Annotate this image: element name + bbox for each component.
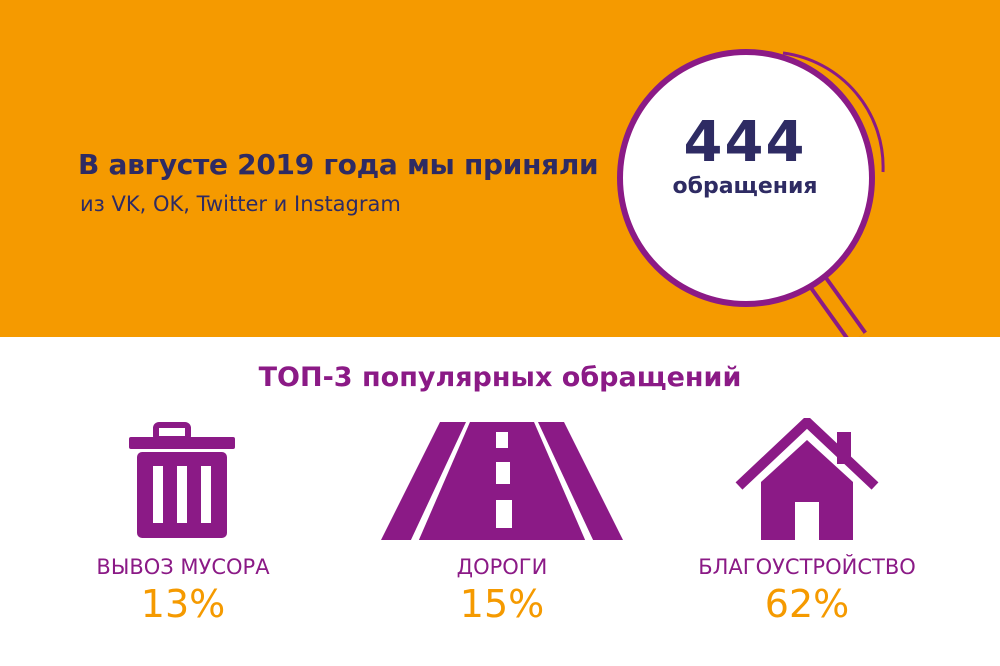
trash-can-icon (129, 422, 235, 538)
category-percent: 62% (764, 582, 850, 626)
category-roads: ДОРОГИ 15% (362, 418, 642, 626)
headline-subtitle: из VK, OK, Twitter и Instagram (80, 192, 401, 216)
road-icon (381, 422, 623, 540)
request-count: 444 (683, 110, 807, 175)
category-label: ВЫВОЗ МУСОРА (96, 555, 270, 579)
category-garbage: ВЫВОЗ МУСОРА 13% (43, 418, 323, 626)
request-count-label: обращения (672, 174, 818, 199)
category-label: БЛАГОУСТРОЙСТВО (698, 555, 916, 579)
headline-title: В августе 2019 года мы приняли (78, 148, 599, 181)
house-icon (735, 418, 879, 540)
top3-title: ТОП-3 популярных обращений (258, 362, 742, 393)
category-landscaping: БЛАГОУСТРОЙСТВО 62% (667, 418, 947, 626)
magnifier-icon (617, 49, 885, 337)
category-percent: 15% (459, 582, 545, 626)
category-label: ДОРОГИ (456, 555, 548, 579)
category-percent: 13% (140, 582, 226, 626)
